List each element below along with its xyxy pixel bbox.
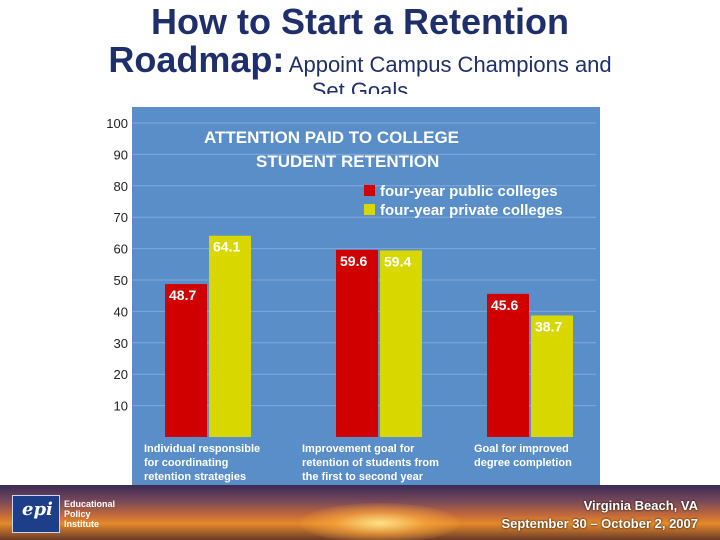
title-main-text: Roadmap: [108,39,285,80]
bar [487,293,529,437]
footer-banner: epi Educational Policy Institute Virgini… [0,485,720,540]
sunset-glow [300,503,460,540]
bar-value-label: 45.6 [491,297,518,313]
x-category-label: Goal for improved [474,443,569,455]
y-tick-label: 10 [114,399,128,414]
epi-logo-mark: epi [22,499,53,520]
event-info: Virginia Beach, VA September 30 – Octobe… [501,497,698,533]
retention-chart: 100 90 80 70 60 50 40 30 20 10 ATTENTION PAID TO C… [96,107,600,485]
x-category-label: retention strategies [144,471,246,483]
title-subtitle-text: Appoint Campus Champions and [288,52,612,77]
institute-name: Educational Policy Institute [64,499,115,529]
chart-title-line: STUDENT RETENTION [256,152,439,171]
title-line-2: Roadmap: Appoint Campus Champions and [0,42,720,78]
title-subtitle-continued: Set Goals [311,80,409,94]
bar [380,250,422,437]
y-tick-label: 30 [114,336,128,351]
x-category-label: retention of students from [302,457,439,469]
legend-swatch [364,204,375,215]
y-tick-label: 50 [114,273,128,288]
event-location: Virginia Beach, VA [583,498,698,513]
epi-logo [12,495,60,533]
y-tick-label: 70 [114,210,128,225]
x-category-label: Individual responsible [144,443,260,455]
x-category-label: for coordinating [144,457,228,469]
institute-name-line: Educational [64,499,116,509]
bar [531,315,573,437]
bar-value-label: 64.1 [213,239,240,255]
y-tick-label: 60 [114,242,128,257]
legend-label: four-year private colleges [380,202,563,219]
legend-swatch [364,185,375,196]
event-dates: September 30 – October 2, 2007 [501,516,698,531]
x-category-label: the first to second year [302,471,424,483]
bar-value-label: 48.7 [169,287,196,303]
slide-title: How to Start a Retention Roadmap: Appoin… [0,1,720,95]
institute-name-line: Institute [64,519,99,529]
y-tick-label: 20 [114,367,128,382]
bar [336,249,378,437]
chart-canvas: 100 90 80 70 60 50 40 30 20 10 ATTENTION PAID TO C… [96,107,596,485]
x-category-label: degree completion [474,457,572,469]
y-tick-label: 90 [114,147,128,162]
title-line-1: How to Start a Retention [150,1,569,42]
legend-label: four-year public colleges [380,183,558,200]
y-tick-label: 40 [114,304,128,319]
bar-value-label: 59.6 [340,253,367,269]
bar [165,284,207,437]
title-line-3: Set Goals [0,80,720,94]
y-tick-label: 100 [106,116,128,131]
x-category-label: Improvement goal for [302,443,415,455]
chart-title-line: ATTENTION PAID TO COLLEGE [204,128,459,147]
bar [209,235,251,437]
y-tick-label: 80 [114,179,128,194]
institute-name-line: Policy [64,509,91,519]
bar-value-label: 38.7 [535,318,562,334]
bar-value-label: 59.4 [384,253,411,269]
axis-margin [96,107,132,485]
